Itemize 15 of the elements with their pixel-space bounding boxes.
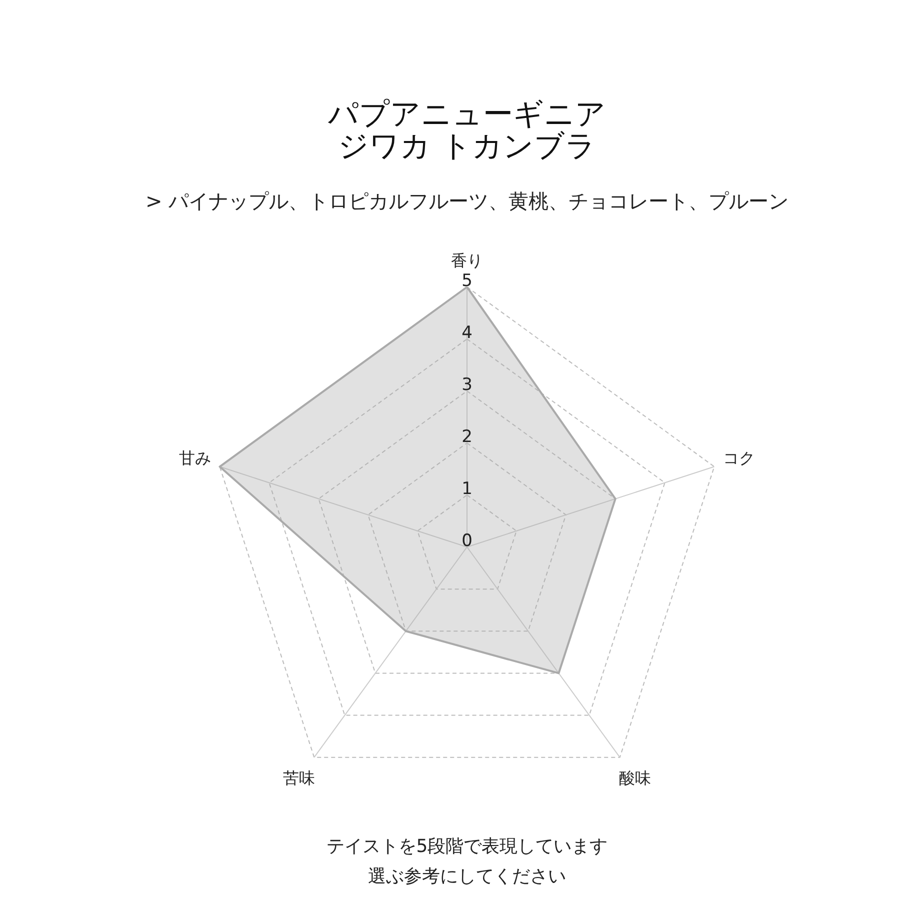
spoke-label: 苦味 xyxy=(282,768,315,788)
y-tick-label: 5 xyxy=(462,271,472,291)
y-tick-label: 4 xyxy=(462,323,472,343)
spoke-label: 酸味 xyxy=(619,768,652,788)
spoke-label: 香り xyxy=(451,251,483,270)
y-tick-label: 2 xyxy=(462,427,472,447)
spoke-label: コク xyxy=(723,448,755,468)
y-tick-label: 3 xyxy=(462,375,472,395)
text: テイストを5段階で表現しています xyxy=(326,836,608,857)
chart-title: パプアニューギニアジワカ トカンブラ xyxy=(327,97,606,164)
y-tick-label: 0 xyxy=(462,531,472,551)
text: 選ぶ参考にしてください xyxy=(368,866,566,887)
spoke-label: 甘み xyxy=(179,448,211,468)
chart-subtitle: > パイナップル、トロピカルフルーツ、黄桃、チョコレート、プルーン xyxy=(145,189,789,213)
y-tick-label: 1 xyxy=(462,479,472,499)
